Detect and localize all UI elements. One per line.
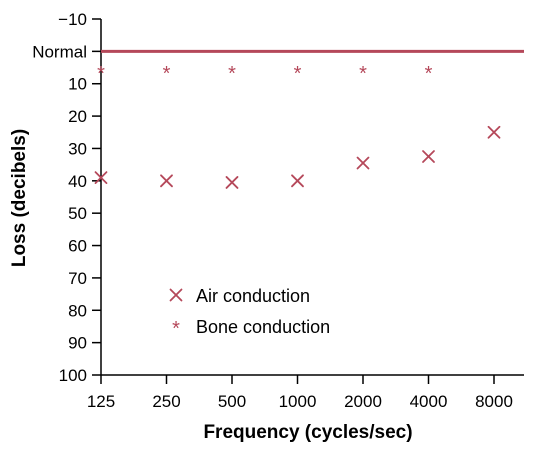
y-tick-label-9: 80 (68, 301, 87, 320)
y-axis-title: Loss (decibels) (9, 129, 30, 267)
bone-point-250: * (163, 63, 171, 85)
air-point-4000-stroke-2 (422, 150, 435, 163)
bone-point-4000: * (425, 63, 433, 85)
legend: Air conduction * Bone conduction (169, 286, 330, 340)
x-tick-label-2000: 2000 (344, 392, 382, 411)
bone-point-125: * (97, 63, 105, 85)
legend-label-bone-conduction: Bone conduction (196, 317, 330, 337)
x-axis-title: Frequency (cycles/sec) (203, 422, 412, 443)
air-point-1000-stroke-2 (291, 174, 304, 188)
series-air-conduction (94, 125, 501, 189)
bone-point-2000-glyph: * (359, 63, 367, 85)
legend-label-air-conduction: Air conduction (196, 286, 310, 306)
air-point-1000 (291, 174, 304, 188)
bone-point-250-glyph: * (163, 63, 171, 85)
bone-point-500-glyph: * (228, 63, 236, 85)
bone-point-1000-glyph: * (294, 63, 302, 85)
bone-point-1000: * (294, 63, 302, 85)
legend-marker-bone-conduction-glyph: * (172, 318, 180, 340)
legend-marker-air-conduction-stroke-2 (169, 288, 183, 302)
y-tick-label-1: Normal (32, 42, 87, 61)
y-tick-label-5: 40 (68, 172, 87, 191)
x-tick-label-500: 500 (218, 392, 246, 411)
y-tick-label-0: −10 (58, 10, 87, 29)
series-bone-conduction: * * * * * * (97, 63, 433, 85)
air-point-8000 (487, 125, 501, 139)
x-tick-label-250: 250 (152, 392, 180, 411)
bone-point-2000: * (359, 63, 367, 85)
air-point-125-stroke-2 (94, 171, 108, 184)
y-tick-label-11: 100 (59, 366, 87, 385)
air-point-125 (94, 171, 108, 184)
x-tick-label-1000: 1000 (279, 392, 317, 411)
bone-point-4000-glyph: * (425, 63, 433, 85)
y-tick-label-4: 30 (68, 139, 87, 158)
air-point-2000-stroke-2 (356, 156, 370, 170)
air-point-8000-stroke-2 (487, 125, 501, 139)
x-tick-label-4000: 4000 (410, 392, 448, 411)
legend-marker-air-conduction (169, 288, 183, 302)
air-point-250-stroke-2 (160, 174, 173, 188)
legend-marker-bone-conduction: * (172, 318, 180, 340)
y-tick-label-7: 60 (68, 237, 87, 256)
y-tick-label-6: 50 (68, 204, 87, 223)
air-point-2000 (356, 156, 370, 170)
air-point-500-stroke-2 (225, 176, 239, 189)
series-group: * * * * * * (94, 63, 501, 189)
bone-point-125-glyph: * (97, 63, 105, 85)
bone-point-500: * (228, 63, 236, 85)
air-point-250 (160, 174, 173, 188)
air-point-4000 (422, 150, 435, 163)
y-tick-label-3: 20 (68, 107, 87, 126)
y-tick-label-8: 70 (68, 269, 87, 288)
air-point-500 (225, 176, 239, 189)
x-tick-label-125: 125 (87, 392, 115, 411)
y-tick-label-2: 10 (68, 75, 87, 94)
x-tick-label-8000: 8000 (475, 392, 513, 411)
y-tick-label-10: 90 (68, 334, 87, 353)
